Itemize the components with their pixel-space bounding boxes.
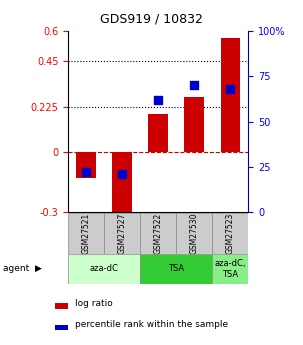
Bar — [148, 114, 168, 152]
Bar — [112, 152, 132, 217]
Bar — [55, 325, 68, 331]
Bar — [221, 38, 240, 152]
Bar — [55, 303, 68, 309]
Text: TSA: TSA — [168, 264, 185, 274]
Text: percentile rank within the sample: percentile rank within the sample — [75, 320, 228, 329]
Point — [156, 97, 161, 103]
Text: aza-dC,
TSA: aza-dC, TSA — [215, 259, 246, 279]
FancyBboxPatch shape — [176, 213, 212, 254]
FancyBboxPatch shape — [212, 254, 248, 284]
Point — [228, 86, 233, 92]
FancyBboxPatch shape — [104, 213, 140, 254]
Text: agent  ▶: agent ▶ — [3, 264, 42, 274]
Text: GDS919 / 10832: GDS919 / 10832 — [100, 12, 203, 25]
FancyBboxPatch shape — [140, 254, 212, 284]
Text: log ratio: log ratio — [75, 299, 113, 308]
Point — [120, 171, 125, 177]
Bar — [76, 152, 96, 178]
Text: GSM27523: GSM27523 — [226, 213, 235, 254]
Text: aza-dC: aza-dC — [90, 264, 119, 274]
Point — [84, 169, 88, 175]
Bar — [185, 97, 204, 152]
Text: GSM27522: GSM27522 — [154, 213, 163, 254]
Text: GSM27521: GSM27521 — [82, 213, 91, 254]
FancyBboxPatch shape — [140, 213, 176, 254]
Text: GSM27527: GSM27527 — [118, 213, 127, 254]
FancyBboxPatch shape — [68, 254, 140, 284]
FancyBboxPatch shape — [68, 213, 104, 254]
FancyBboxPatch shape — [212, 213, 248, 254]
Text: GSM27530: GSM27530 — [190, 213, 199, 254]
Point — [192, 82, 197, 88]
